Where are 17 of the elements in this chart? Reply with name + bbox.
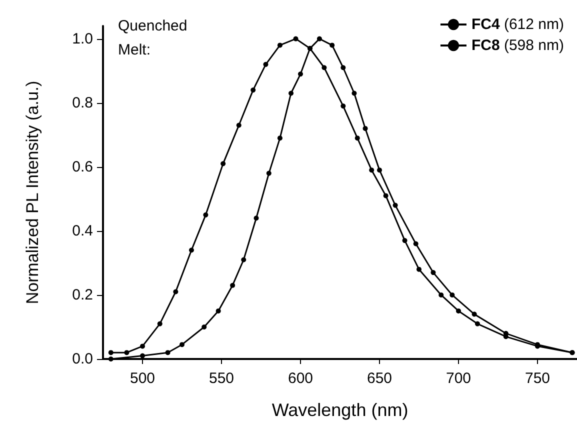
x-tick-label: 500 xyxy=(130,370,156,387)
y-tick-label: 0.0 xyxy=(72,350,93,368)
y-tick-label: 0.6 xyxy=(72,158,93,176)
legend-label: FC4 (612 nm) xyxy=(471,16,564,33)
annotation: Quenched Melt: xyxy=(118,18,188,58)
x-axis-title: Wavelength (nm) xyxy=(272,400,408,420)
y-tick-label: 0.8 xyxy=(72,94,93,112)
legend-label: FC8 (598 nm) xyxy=(471,37,564,54)
y-tick-label: 1.0 xyxy=(72,30,93,48)
x-tick-label: 650 xyxy=(366,370,392,387)
y-tick-label: 0.4 xyxy=(72,222,93,240)
y-axis-title: Normalized PL Intensity (a.u.) xyxy=(23,80,42,304)
x-tick-label: 700 xyxy=(446,370,472,387)
x-tick-label: 600 xyxy=(288,370,314,387)
y-tick-label: 0.2 xyxy=(72,286,93,304)
x-tick-label: 750 xyxy=(524,370,550,387)
x-tick-label: 550 xyxy=(208,370,234,387)
